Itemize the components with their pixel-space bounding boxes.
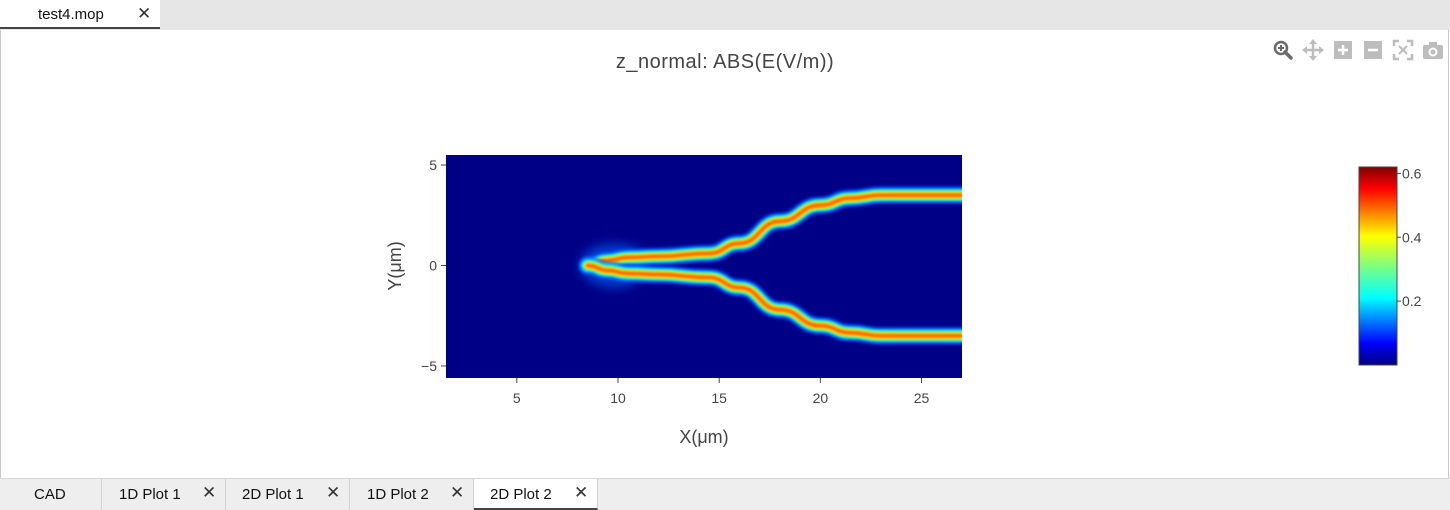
x-tick-label: 15 <box>711 390 727 406</box>
close-icon[interactable]: ✕ <box>326 483 341 502</box>
plot-panel <box>0 30 1449 478</box>
tab-1d-plot-2[interactable]: 1D Plot 2 ✕ <box>350 479 474 510</box>
tab-label: 1D Plot 2 <box>367 486 429 503</box>
zoom-in-icon[interactable] <box>1332 39 1354 61</box>
close-icon[interactable]: ✕ <box>574 483 589 502</box>
autoscale-icon[interactable] <box>1392 39 1414 61</box>
colorbar-ticks: 0.6 0.4 0.2 <box>1397 165 1422 309</box>
document-tab-bar: test4.mop ✕ <box>0 0 1450 30</box>
pan-icon[interactable] <box>1302 39 1324 61</box>
field-trace-1-layer-4 <box>586 193 962 268</box>
plot-title: z_normal: ABS(E(V/m)) <box>615 51 835 73</box>
zoom-out-icon[interactable] <box>1362 39 1384 61</box>
tab-1d-plot-1[interactable]: 1D Plot 1 ✕ <box>102 479 226 510</box>
colorbar-tick-label: 0.4 <box>1402 229 1422 245</box>
document-tab[interactable]: test4.mop ✕ <box>0 0 160 29</box>
tab-label: 2D Plot 2 <box>490 486 552 503</box>
x-axis-ticks: 5 10 15 20 25 <box>513 378 930 406</box>
y-tick-label: 0 <box>429 257 437 273</box>
colorbar-tick-label: 0.6 <box>1402 165 1422 181</box>
tab-cad[interactable]: CAD <box>0 479 102 510</box>
y-tick-label: −5 <box>421 358 437 374</box>
colorbar-tick-label: 0.2 <box>1402 293 1422 309</box>
y-axis-label: Y(μm) <box>385 241 405 290</box>
plot-tab-bar: CAD 1D Plot 1 ✕ 2D Plot 1 ✕ 1D Plot 2 ✕ … <box>0 478 1450 510</box>
tab-label: 1D Plot 1 <box>119 486 181 503</box>
field-heatmap-chart: 5 10 15 20 25 5 0 −5 X(μm) Y(μm) 0.6 0.4 0.2 <box>385 155 1422 447</box>
document-tab-label: test4.mop <box>38 6 104 23</box>
y-tick-label: 5 <box>429 157 437 173</box>
tab-label: 2D Plot 1 <box>242 486 304 503</box>
tab-2d-plot-1[interactable]: 2D Plot 1 ✕ <box>226 479 350 510</box>
x-tick-label: 10 <box>610 390 626 406</box>
zoom-icon[interactable] <box>1272 39 1294 61</box>
x-tick-label: 20 <box>813 390 829 406</box>
field-trace-2-layer-4 <box>586 263 962 338</box>
field-intensity-traces <box>480 186 962 345</box>
camera-icon[interactable] <box>1422 39 1444 61</box>
tab-2d-plot-2[interactable]: 2D Plot 2 ✕ <box>474 479 598 510</box>
close-icon[interactable]: ✕ <box>202 483 217 502</box>
x-axis-label: X(μm) <box>679 427 728 447</box>
close-icon[interactable]: ✕ <box>450 483 465 502</box>
tab-label: CAD <box>34 486 66 503</box>
y-axis-ticks: 5 0 −5 <box>421 157 446 374</box>
x-tick-label: 5 <box>513 390 521 406</box>
colorbar <box>1358 166 1398 366</box>
x-tick-label: 25 <box>914 390 930 406</box>
close-icon[interactable]: ✕ <box>137 4 152 23</box>
